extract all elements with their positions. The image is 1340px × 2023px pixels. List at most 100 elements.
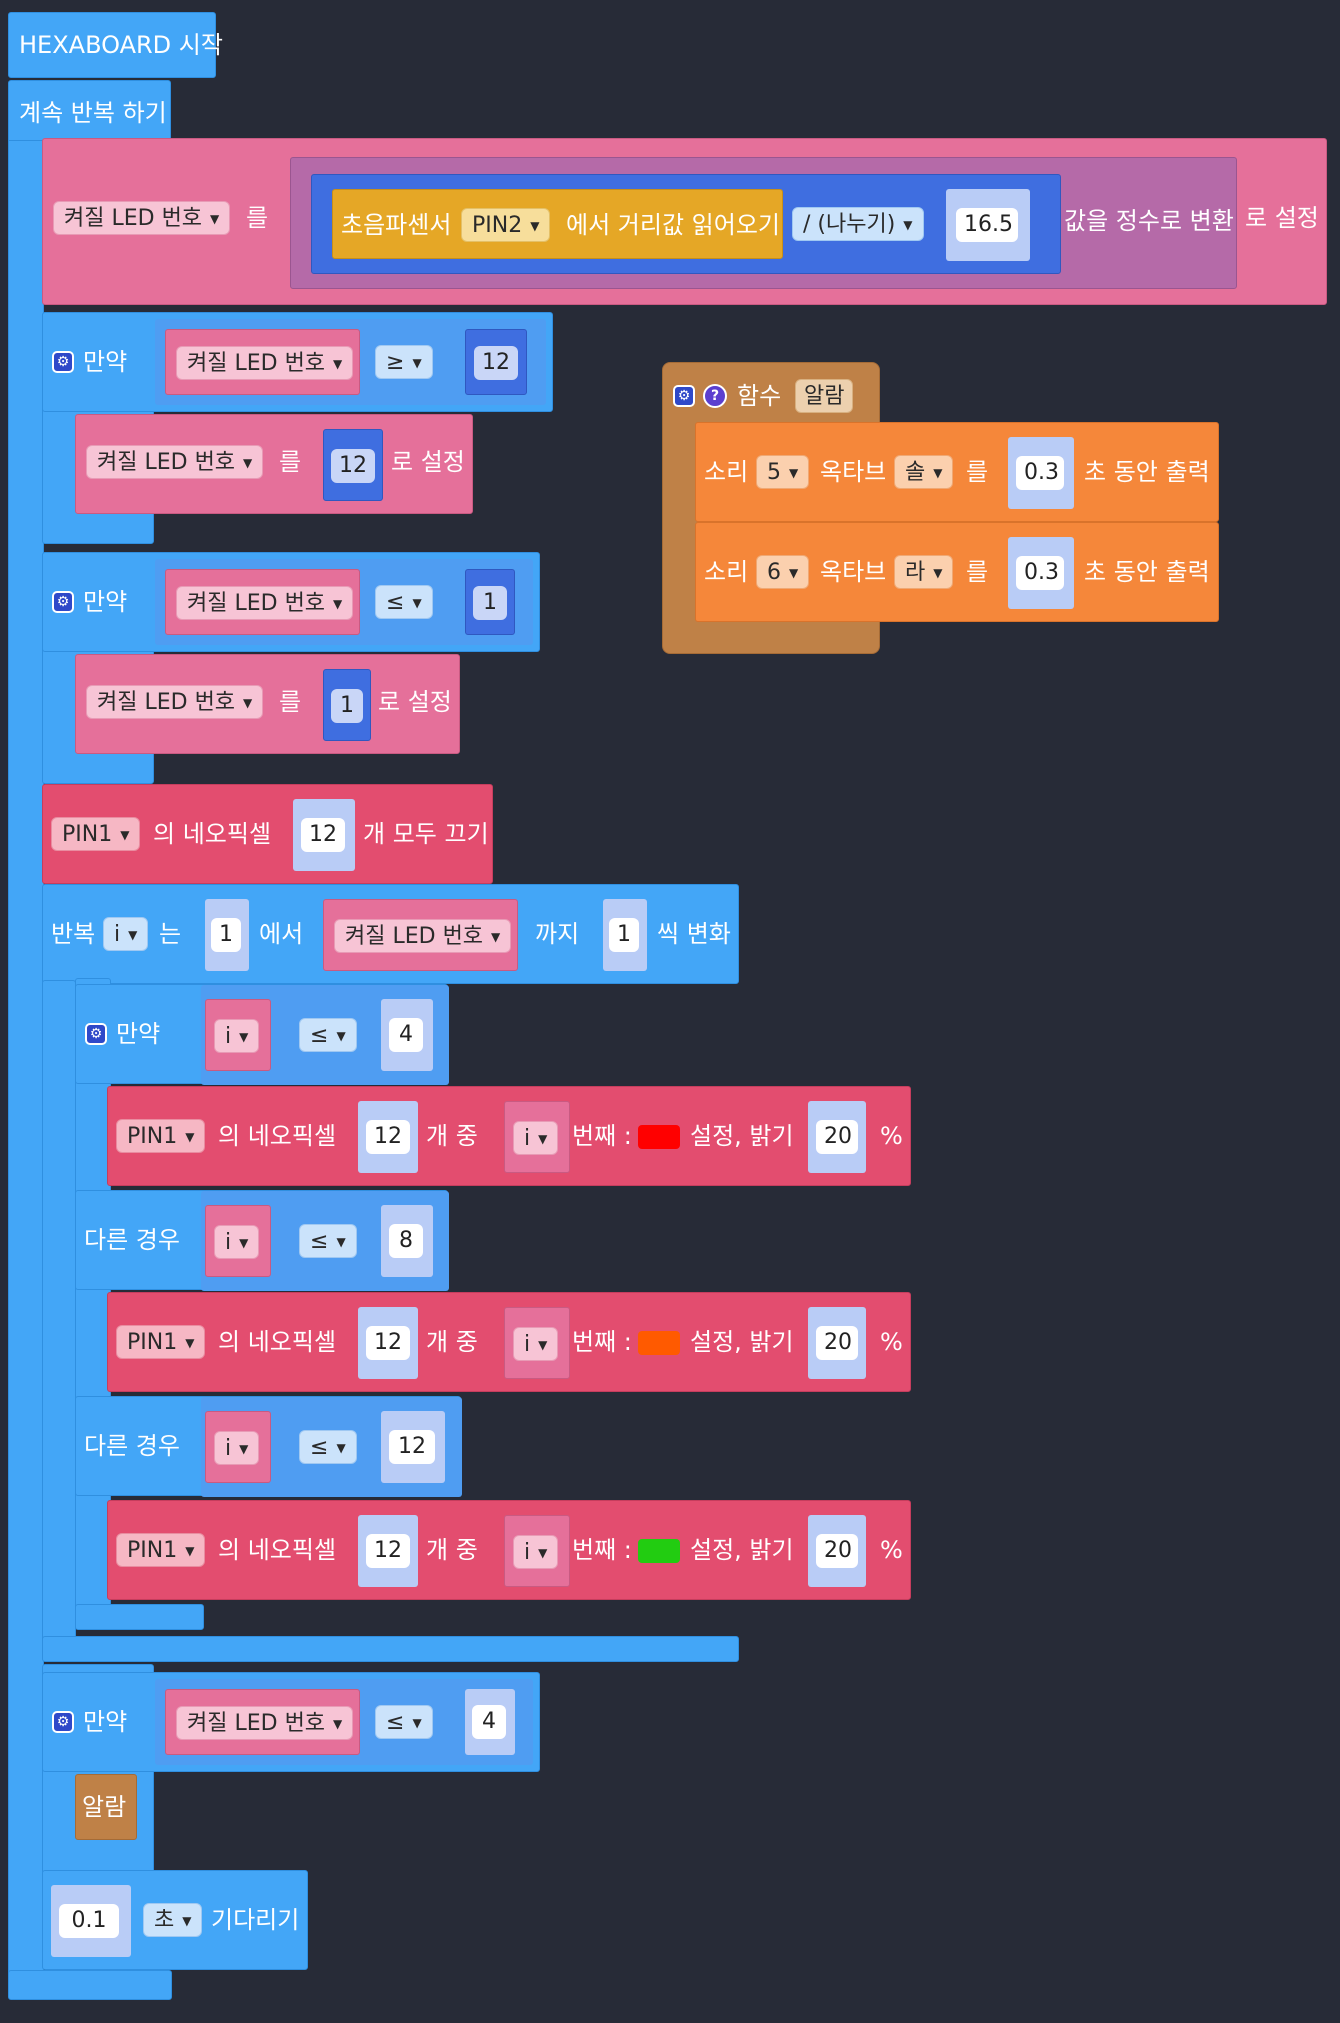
brightness-input[interactable]: 20 xyxy=(816,1534,858,1568)
gear-icon[interactable]: ⚙ xyxy=(85,1023,107,1045)
color-picker-orange[interactable] xyxy=(638,1331,680,1355)
led-number-getter[interactable]: 켜질 LED 번호 ▼ xyxy=(165,569,360,635)
count-input[interactable]: 12 xyxy=(301,818,345,852)
led-number-variable-dropdown[interactable]: 켜질 LED 번호 ▼ xyxy=(86,685,264,719)
compare-value-input[interactable]: 4 xyxy=(472,1705,506,1739)
divisor-input[interactable]: 16.5 xyxy=(956,208,1018,242)
play-note-block-1[interactable]: 소리 5 ▼ 옥타브 솔 ▼ 를 0.3 초 동안 출력 xyxy=(695,422,1219,522)
count-input[interactable]: 12 xyxy=(366,1326,410,1360)
neopixel-set-block-1[interactable]: PIN1 ▼ 의 네오픽셀 12 개 중 i ▼ 번째 : 설정, 밝기 20 % xyxy=(107,1086,911,1186)
compare-value-input[interactable]: 12 xyxy=(389,1430,435,1464)
i-variable-dropdown[interactable]: i ▼ xyxy=(214,1019,260,1053)
led-number-variable-dropdown[interactable]: 켜질 LED 번호 ▼ xyxy=(176,1706,354,1740)
i-variable-dropdown[interactable]: i ▼ xyxy=(513,1121,559,1155)
i-getter[interactable]: i ▼ xyxy=(205,1205,271,1277)
inner-if-header[interactable]: ⚙ 만약 i ▼ ≤ ▼ 4 xyxy=(75,984,449,1085)
wait-block[interactable]: 0.1 초 ▼ 기다리기 xyxy=(42,1870,308,1970)
gear-icon[interactable]: ⚙ xyxy=(52,591,74,613)
set-value-input[interactable]: 1 xyxy=(331,689,363,723)
compare-block[interactable]: 켜질 LED 번호 ▼ ≤ ▼ 4 xyxy=(155,1679,533,1765)
time-unit-dropdown[interactable]: 초 ▼ xyxy=(143,1903,203,1937)
call-alarm-block[interactable]: 알람 xyxy=(75,1774,137,1840)
brightness-label: 설정, 밝기 xyxy=(690,1328,794,1356)
led-number-getter[interactable]: 켜질 LED 번호 ▼ xyxy=(323,899,518,971)
set-led-number-block[interactable]: 켜질 LED 번호 ▼ 를 초음파센서 PIN2 ▼ 에서 거리값 읽어오기 / (… xyxy=(42,138,1327,305)
i-variable-dropdown[interactable]: i ▼ xyxy=(513,1327,559,1361)
duration-input[interactable]: 0.3 xyxy=(1016,556,1064,590)
octave-dropdown[interactable]: 6 ▼ xyxy=(756,555,810,589)
compare-operator-dropdown[interactable]: ≤ ▼ xyxy=(299,1018,357,1052)
help-icon[interactable]: ? xyxy=(703,384,727,408)
compare-operator-dropdown[interactable]: ≤ ▼ xyxy=(375,585,433,619)
pin-dropdown[interactable]: PIN1 ▼ xyxy=(116,1119,206,1153)
led-number-variable-dropdown[interactable]: 켜질 LED 번호 ▼ xyxy=(334,919,512,953)
divide-block[interactable]: 초음파센서 PIN2 ▼ 에서 거리값 읽어오기 / (나누기) ▼ 16.5 xyxy=(311,174,1061,274)
neopixel-set-block-3[interactable]: PIN1 ▼ 의 네오픽셀 12 개 중 i ▼ 번째 : 설정, 밝기 20 % xyxy=(107,1500,911,1600)
from-input[interactable]: 1 xyxy=(211,918,241,952)
inner-compare-1[interactable]: i ▼ ≤ ▼ 4 xyxy=(201,985,449,1085)
set-value-input[interactable]: 12 xyxy=(331,449,375,483)
compare-operator-dropdown[interactable]: ≤ ▼ xyxy=(299,1224,357,1258)
convert-to-int-block[interactable]: 초음파센서 PIN2 ▼ 에서 거리값 읽어오기 / (나누기) ▼ 16.5 값을… xyxy=(290,157,1237,289)
pitch-dropdown[interactable]: 솔 ▼ xyxy=(894,455,954,489)
inner-compare-2[interactable]: i ▼ ≤ ▼ 8 xyxy=(201,1191,449,1291)
pin-dropdown[interactable]: PIN1 ▼ xyxy=(116,1533,206,1567)
inner-compare-3[interactable]: i ▼ ≤ ▼ 12 xyxy=(201,1397,462,1497)
octave-dropdown[interactable]: 5 ▼ xyxy=(756,455,810,489)
else-if-header-1[interactable]: 다른 경우 i ▼ ≤ ▼ 8 xyxy=(75,1190,449,1291)
compare-value-input[interactable]: 12 xyxy=(474,346,518,380)
compare-block[interactable]: 켜질 LED 번호 ▼ ≥ ▼ 12 xyxy=(155,319,546,405)
i-getter[interactable]: i ▼ xyxy=(504,1515,570,1587)
neopixel-all-off-block[interactable]: PIN1 ▼ 의 네오픽셀 12 개 모두 끄기 xyxy=(42,784,493,884)
led-number-variable-dropdown[interactable]: 켜질 LED 번호 ▼ xyxy=(53,201,231,235)
i-getter[interactable]: i ▼ xyxy=(205,1411,271,1483)
led-number-variable-dropdown[interactable]: 켜질 LED 번호 ▼ xyxy=(176,586,354,620)
led-number-getter[interactable]: 켜질 LED 번호 ▼ xyxy=(165,1689,360,1755)
sensor-pin-dropdown[interactable]: PIN2 ▼ xyxy=(461,208,551,242)
pitch-dropdown[interactable]: 라 ▼ xyxy=(894,555,954,589)
color-picker-red[interactable] xyxy=(638,1125,680,1149)
i-getter[interactable]: i ▼ xyxy=(504,1101,570,1173)
i-getter[interactable]: i ▼ xyxy=(504,1307,570,1379)
compare-value-input[interactable]: 1 xyxy=(473,586,507,620)
set-led-number-1-block[interactable]: 켜질 LED 번호 ▼ 를 1 로 설정 xyxy=(75,654,460,754)
led-number-getter[interactable]: 켜질 LED 번호 ▼ xyxy=(165,329,360,395)
compare-operator-dropdown[interactable]: ≥ ▼ xyxy=(375,345,433,379)
i-variable-dropdown[interactable]: i ▼ xyxy=(214,1225,260,1259)
gear-icon[interactable]: ⚙ xyxy=(52,351,74,373)
play-note-block-2[interactable]: 소리 6 ▼ 옥타브 라 ▼ 를 0.3 초 동안 출력 xyxy=(695,522,1219,622)
compare-operator-dropdown[interactable]: ≤ ▼ xyxy=(375,1705,433,1739)
gear-icon[interactable]: ⚙ xyxy=(673,385,695,407)
set-led-number-12-block[interactable]: 켜질 LED 번호 ▼ 를 12 로 설정 xyxy=(75,414,473,514)
for-loop-block[interactable]: 반복 i ▼ 는 1 에서 켜질 LED 번호 ▼ 까지 1 씩 변화 xyxy=(42,884,739,984)
forever-block[interactable]: 계속 반복 하기 xyxy=(8,80,171,146)
count-input[interactable]: 12 xyxy=(366,1120,410,1154)
brightness-input[interactable]: 20 xyxy=(816,1120,858,1154)
chevron-down-icon: ▼ xyxy=(120,828,130,842)
else-if-header-2[interactable]: 다른 경우 i ▼ ≤ ▼ 12 xyxy=(75,1396,462,1497)
compare-value-input[interactable]: 4 xyxy=(389,1018,423,1052)
divide-operator-dropdown[interactable]: / (나누기) ▼ xyxy=(792,207,924,241)
i-getter[interactable]: i ▼ xyxy=(205,999,271,1071)
pin-dropdown[interactable]: PIN1 ▼ xyxy=(51,817,141,851)
loop-variable-dropdown[interactable]: i ▼ xyxy=(103,917,149,951)
i-variable-dropdown[interactable]: i ▼ xyxy=(214,1431,260,1465)
compare-value-input[interactable]: 8 xyxy=(389,1224,423,1258)
ultrasonic-read-block[interactable]: 초음파센서 PIN2 ▼ 에서 거리값 읽어오기 xyxy=(332,189,783,259)
i-variable-dropdown[interactable]: i ▼ xyxy=(513,1535,559,1569)
brightness-input[interactable]: 20 xyxy=(816,1326,858,1360)
function-name-field[interactable]: 알람 xyxy=(795,379,854,413)
hexaboard-start-block[interactable]: HEXABOARD 시작 xyxy=(8,12,223,78)
duration-input[interactable]: 0.3 xyxy=(1016,456,1064,490)
compare-operator-dropdown[interactable]: ≤ ▼ xyxy=(299,1430,357,1464)
color-picker-green[interactable] xyxy=(638,1539,680,1563)
pin-dropdown[interactable]: PIN1 ▼ xyxy=(116,1325,206,1359)
neopixel-set-block-2[interactable]: PIN1 ▼ 의 네오픽셀 12 개 중 i ▼ 번째 : 설정, 밝기 20 % xyxy=(107,1292,911,1392)
led-number-variable-dropdown[interactable]: 켜질 LED 번호 ▼ xyxy=(176,346,354,380)
led-number-variable-dropdown[interactable]: 켜질 LED 번호 ▼ xyxy=(86,445,264,479)
compare-block[interactable]: 켜질 LED 번호 ▼ ≤ ▼ 1 xyxy=(155,559,533,645)
count-input[interactable]: 12 xyxy=(366,1534,410,1568)
wait-value-input[interactable]: 0.1 xyxy=(59,1904,119,1938)
step-input[interactable]: 1 xyxy=(609,918,639,952)
gear-icon[interactable]: ⚙ xyxy=(52,1711,74,1733)
